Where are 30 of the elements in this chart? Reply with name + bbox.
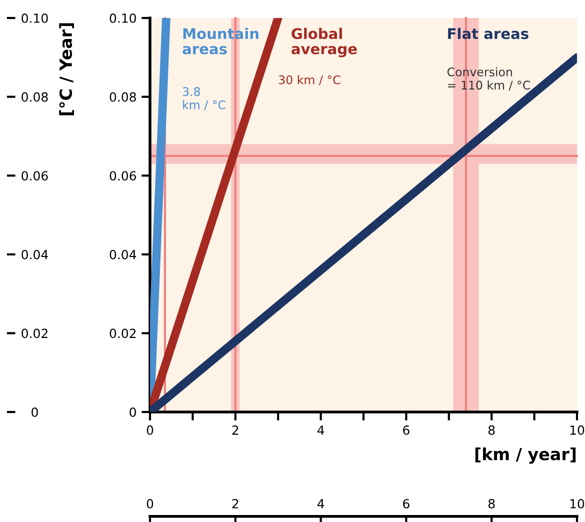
x-tick-label: 6 <box>403 425 410 435</box>
y-axis-title: [°C / Year] <box>59 23 74 116</box>
x2-tick-label: 2 <box>232 498 238 508</box>
y2-tick-label: 0.10 <box>110 13 136 23</box>
text: Flat areas <box>448 28 528 40</box>
y-tick-label: 0 <box>32 407 38 417</box>
annotation: 3.8 km / °C <box>182 87 226 110</box>
y2-tick-label: 0.02 <box>110 328 136 338</box>
x2-tick-label: 8 <box>488 498 495 508</box>
y2-tick-label: 0.04 <box>110 250 136 260</box>
x-axis-title: [km / year] <box>475 447 576 464</box>
x-tick-label: 0 <box>146 425 154 435</box>
y2-tick-label: 0 <box>130 407 136 417</box>
y-tick-label: 0.10 <box>22 13 48 23</box>
y2-tick-label: 0.08 <box>110 92 136 102</box>
x2-tick-label: 4 <box>317 499 324 508</box>
x2-tick-label: 0 <box>146 498 154 508</box>
y-tick-label: 0.06 <box>22 171 48 181</box>
annotation: 30 km / °C <box>279 75 340 86</box>
series-label: Global average <box>292 28 357 58</box>
x2-tick-label: 10 <box>570 498 584 508</box>
y2-tick-label: 0.06 <box>110 171 136 181</box>
y-tick-label: 0.04 <box>22 250 48 260</box>
y-tick-label: 0.02 <box>22 328 48 338</box>
x-tick-label: 10 <box>570 425 584 435</box>
x-tick-label: 8 <box>488 425 495 435</box>
x2-tick-label: 6 <box>403 498 410 508</box>
y-tick-label: 0.08 <box>22 92 48 102</box>
x-tick-label: 4 <box>317 426 324 435</box>
x-tick-label: 2 <box>232 425 238 435</box>
